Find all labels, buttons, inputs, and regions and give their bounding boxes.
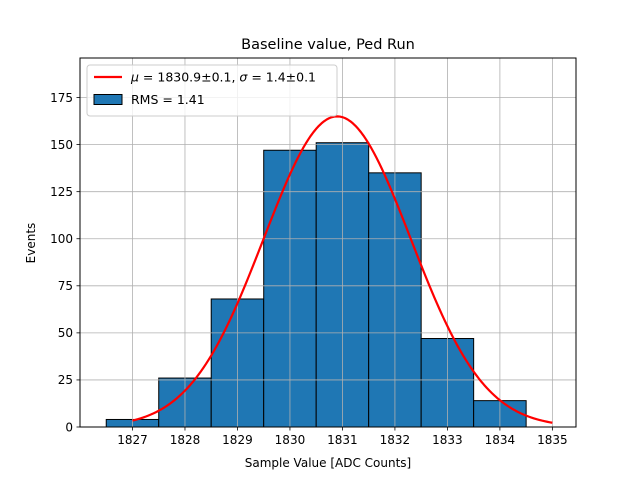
y-axis-label: Events	[24, 223, 38, 264]
y-tick-label: 100	[50, 232, 73, 246]
y-tick-label: 150	[50, 138, 73, 152]
x-axis-label: Sample Value [ADC Counts]	[245, 456, 411, 470]
x-tick-label: 1835	[537, 433, 568, 447]
legend-box	[86, 64, 338, 117]
y-axis-ticks: 0 25 50 75 100 125 150 175	[50, 91, 80, 434]
y-tick-label: 0	[65, 420, 73, 434]
y-tick-label: 125	[50, 185, 73, 199]
y-tick-label: 25	[58, 373, 73, 387]
x-tick-label: 1833	[432, 433, 463, 447]
legend-histogram-label: RMS = 1.41	[131, 92, 205, 107]
x-tick-label: 1830	[275, 433, 306, 447]
legend-mu-value: = 1830.9±0.1,	[139, 70, 239, 85]
legend-sigma-value: = 1.4±0.1	[247, 70, 316, 85]
x-tick-label: 1834	[485, 433, 516, 447]
x-tick-label: 1832	[380, 433, 411, 447]
x-tick-label: 1828	[170, 433, 201, 447]
x-tick-label: 1829	[222, 433, 253, 447]
legend-histogram-swatch	[93, 94, 123, 105]
legend: μ = 1830.9±0.1, σ = 1.4±0.1 RMS = 1.41	[86, 64, 338, 117]
x-tick-label: 1831	[327, 433, 358, 447]
legend-sigma-symbol: σ	[239, 70, 248, 85]
x-tick-label: 1827	[117, 433, 148, 447]
x-axis-ticks: 1827 1828 1829 1830 1831 1832 1833 1834 1835	[117, 427, 568, 447]
legend-fit-label: μ = 1830.9±0.1, σ = 1.4±0.1	[130, 70, 316, 85]
chart-title: Baseline value, Ped Run	[241, 37, 415, 53]
gaussian-fit-curve	[132, 115, 553, 424]
y-tick-label: 75	[58, 279, 73, 293]
y-tick-label: 175	[50, 91, 73, 105]
plot-frame	[79, 57, 577, 428]
legend-mu-symbol: μ	[130, 70, 139, 85]
y-tick-label: 50	[58, 326, 73, 340]
